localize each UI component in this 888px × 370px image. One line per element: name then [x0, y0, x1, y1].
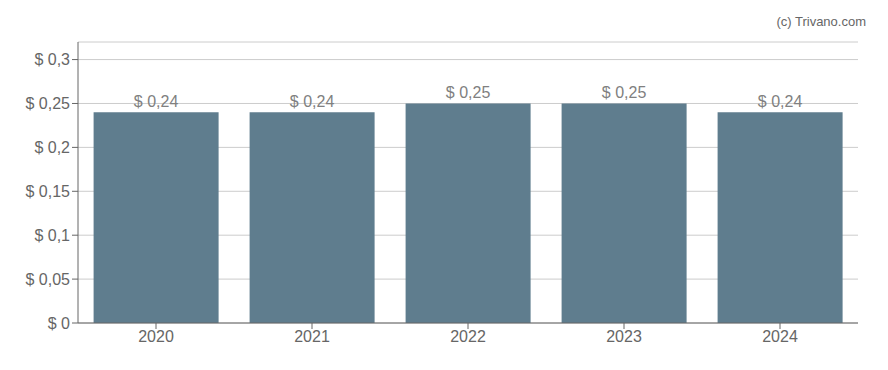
svg-text:$ 0: $ 0 [48, 315, 70, 332]
svg-text:$ 0,2: $ 0,2 [34, 139, 70, 156]
html-text:(c) Trivano.com: (c) Trivano.com [776, 14, 866, 29]
svg-text:2022: 2022 [450, 328, 486, 345]
svg-text:$ 0,05: $ 0,05 [26, 271, 71, 288]
svg-text:$ 0,15: $ 0,15 [26, 183, 71, 200]
svg-text:$ 0,1: $ 0,1 [34, 227, 70, 244]
svg-text:2024: 2024 [762, 328, 798, 345]
svg-text:$ 0,24: $ 0,24 [758, 93, 803, 110]
svg-text:2020: 2020 [138, 328, 174, 345]
svg-text:$ 0,25: $ 0,25 [602, 84, 647, 101]
svg-text:2023: 2023 [606, 328, 642, 345]
svg-text:$ 0,3: $ 0,3 [34, 51, 70, 68]
svg-text:$ 0,24: $ 0,24 [290, 93, 335, 110]
svg-text:$ 0,24: $ 0,24 [134, 93, 179, 110]
svg-text:2021: 2021 [294, 328, 330, 345]
svg-text:$ 0,25: $ 0,25 [446, 84, 491, 101]
svg-text:$ 0,25: $ 0,25 [26, 95, 71, 112]
